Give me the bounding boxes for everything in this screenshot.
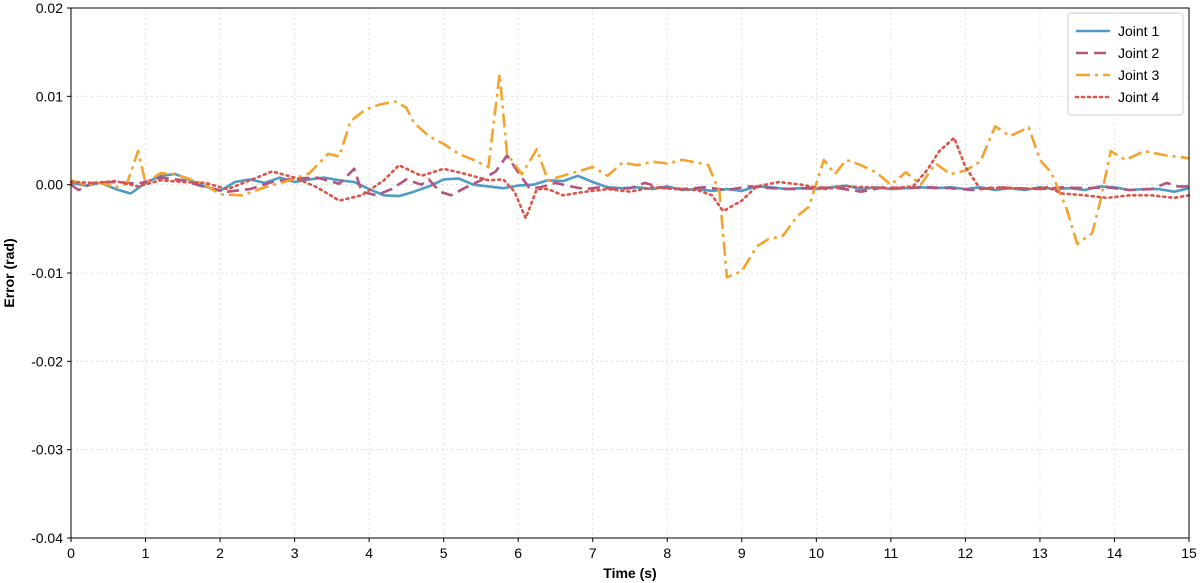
legend-label-1: Joint 1 bbox=[1118, 23, 1159, 39]
y-axis-title: Error (rad) bbox=[1, 238, 17, 307]
x-tick-label: 2 bbox=[216, 545, 224, 561]
x-tick-label: 8 bbox=[663, 545, 671, 561]
y-tick-label: 0.01 bbox=[36, 88, 63, 104]
y-tick-label: 0.00 bbox=[36, 177, 63, 193]
y-tick-label: -0.02 bbox=[31, 353, 63, 369]
x-tick-label: 10 bbox=[809, 545, 825, 561]
legend: Joint 1 Joint 2 Joint 3 Joint 4 bbox=[1067, 12, 1184, 116]
legend-label-2: Joint 2 bbox=[1118, 45, 1159, 61]
legend-label-3: Joint 3 bbox=[1118, 67, 1159, 83]
x-tick-label: 14 bbox=[1107, 545, 1123, 561]
x-axis: 0 1 2 3 4 5 6 7 8 9 10 11 12 13 14 15 bbox=[67, 538, 1197, 561]
x-tick-label: 12 bbox=[958, 545, 974, 561]
x-tick-label: 7 bbox=[589, 545, 597, 561]
series-line-4 bbox=[69, 136, 1191, 220]
x-axis-title: Time (s) bbox=[603, 565, 656, 581]
y-axis: -0.04 -0.03 -0.02 -0.01 0.00 0.01 0.02 bbox=[31, 0, 71, 546]
x-tick-label: 1 bbox=[142, 545, 150, 561]
series-line-3 bbox=[70, 73, 1190, 279]
y-tick-label: 0.02 bbox=[36, 0, 63, 16]
x-tick-label: 15 bbox=[1181, 545, 1197, 561]
y-tick-label: -0.03 bbox=[31, 442, 63, 458]
legend-label-4: Joint 4 bbox=[1118, 89, 1159, 105]
x-tick-label: 0 bbox=[67, 545, 75, 561]
x-tick-label: 13 bbox=[1032, 545, 1048, 561]
x-tick-label: 9 bbox=[738, 545, 746, 561]
x-tick-label: 5 bbox=[440, 545, 448, 561]
x-tick-label: 4 bbox=[365, 545, 373, 561]
legend-box bbox=[1067, 12, 1184, 116]
x-tick-label: 3 bbox=[291, 545, 299, 561]
x-tick-label: 6 bbox=[514, 545, 522, 561]
y-tick-label: -0.01 bbox=[31, 265, 63, 281]
y-tick-label: -0.04 bbox=[31, 530, 63, 546]
x-tick-label: 11 bbox=[884, 545, 899, 561]
series-lines bbox=[69, 73, 1191, 279]
